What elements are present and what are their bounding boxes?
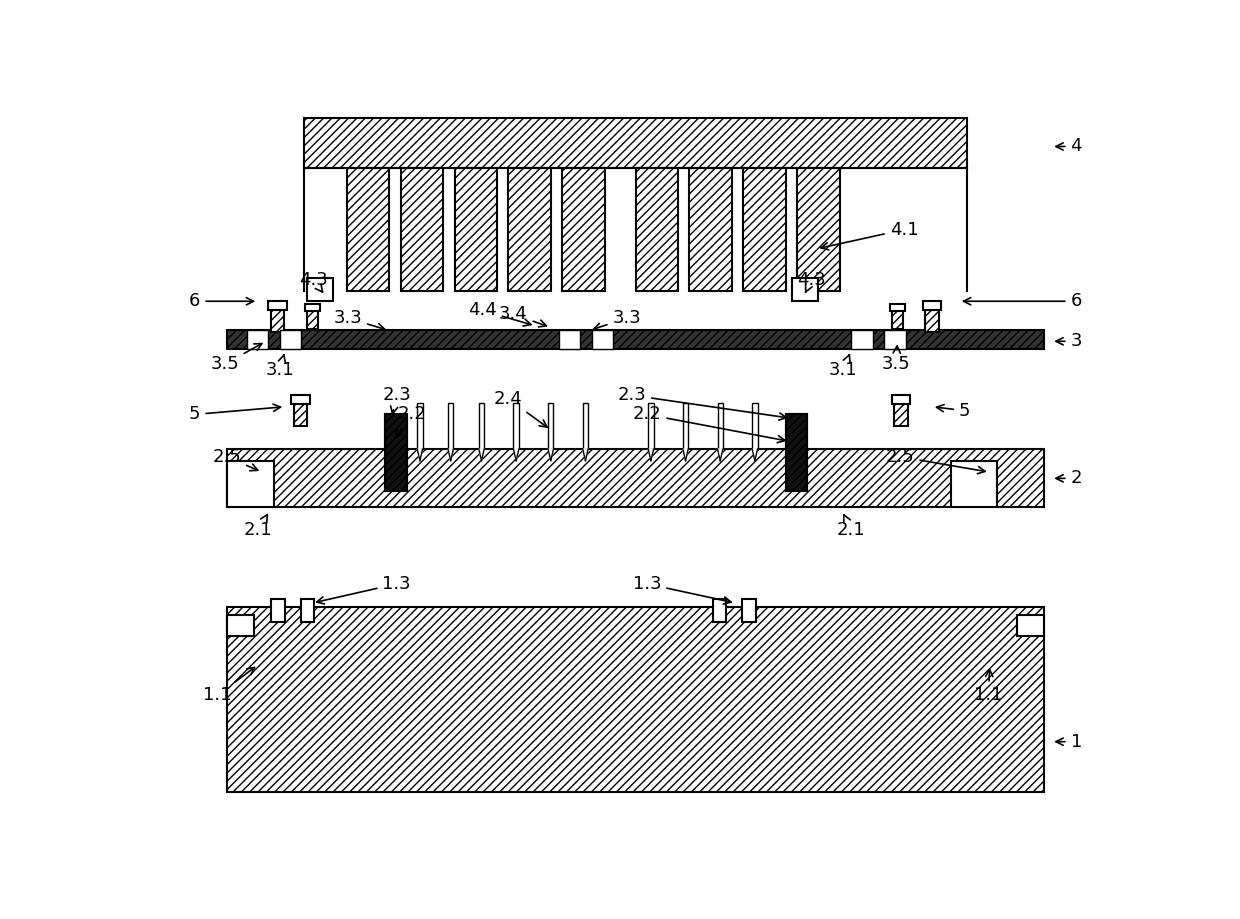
Text: 4.4: 4.4 bbox=[469, 301, 531, 326]
Bar bbox=[892, 312, 903, 329]
Text: 2.1: 2.1 bbox=[244, 515, 273, 539]
Text: 2.2: 2.2 bbox=[396, 405, 427, 437]
Bar bbox=[417, 403, 423, 449]
Bar bbox=[792, 278, 818, 301]
Text: 2.2: 2.2 bbox=[632, 405, 785, 443]
Text: 4: 4 bbox=[1056, 138, 1083, 155]
Bar bbox=[347, 168, 389, 291]
Polygon shape bbox=[548, 449, 553, 460]
Text: 3.1: 3.1 bbox=[265, 355, 294, 379]
Text: 3.3: 3.3 bbox=[594, 309, 641, 330]
Text: 5: 5 bbox=[936, 402, 971, 420]
Polygon shape bbox=[583, 449, 588, 460]
Bar bbox=[713, 599, 727, 622]
Bar bbox=[455, 168, 497, 291]
Bar bbox=[786, 414, 807, 492]
Bar bbox=[635, 168, 678, 291]
Bar bbox=[227, 607, 1044, 792]
Bar bbox=[890, 304, 905, 312]
Text: 2.1: 2.1 bbox=[837, 515, 866, 539]
Polygon shape bbox=[448, 449, 454, 460]
Bar bbox=[892, 395, 910, 403]
Bar bbox=[300, 599, 315, 622]
Bar bbox=[563, 168, 605, 291]
Polygon shape bbox=[753, 449, 758, 460]
Text: 2.3: 2.3 bbox=[382, 386, 412, 414]
Bar bbox=[925, 310, 939, 332]
Bar bbox=[270, 310, 284, 332]
Bar bbox=[786, 414, 807, 492]
Bar bbox=[683, 403, 688, 449]
Text: 4.1: 4.1 bbox=[821, 221, 919, 250]
Bar bbox=[508, 168, 551, 291]
Bar bbox=[227, 449, 1044, 507]
Bar bbox=[583, 403, 588, 449]
Text: 3: 3 bbox=[1056, 333, 1083, 350]
Polygon shape bbox=[513, 449, 518, 460]
Bar bbox=[386, 414, 407, 492]
Bar bbox=[479, 403, 484, 449]
Bar bbox=[718, 403, 723, 449]
Polygon shape bbox=[683, 449, 688, 460]
Bar bbox=[272, 599, 285, 622]
Bar bbox=[797, 168, 839, 291]
Bar bbox=[305, 304, 320, 312]
Bar bbox=[513, 403, 518, 449]
Polygon shape bbox=[417, 449, 423, 460]
Text: 2.4: 2.4 bbox=[494, 390, 547, 427]
Text: 3.1: 3.1 bbox=[830, 355, 858, 379]
Bar bbox=[448, 403, 454, 449]
Text: 2.3: 2.3 bbox=[618, 386, 786, 420]
Bar bbox=[742, 599, 755, 622]
Text: 6: 6 bbox=[963, 292, 1083, 311]
Bar bbox=[304, 118, 967, 168]
Text: 1: 1 bbox=[1056, 732, 1083, 751]
Text: 1.1: 1.1 bbox=[975, 669, 1003, 705]
Bar bbox=[923, 301, 941, 310]
Bar bbox=[306, 278, 332, 301]
Bar bbox=[591, 330, 613, 349]
Bar bbox=[689, 168, 732, 291]
Polygon shape bbox=[718, 449, 723, 460]
Text: 3.4: 3.4 bbox=[498, 305, 547, 327]
Text: 4.3: 4.3 bbox=[797, 271, 826, 292]
Bar bbox=[294, 403, 308, 426]
Bar bbox=[227, 460, 274, 507]
Bar bbox=[247, 330, 268, 349]
Bar bbox=[851, 330, 873, 349]
Text: 2.5: 2.5 bbox=[212, 448, 258, 471]
Bar bbox=[227, 330, 1044, 349]
Text: 1.3: 1.3 bbox=[316, 574, 412, 604]
Text: 4.3: 4.3 bbox=[299, 271, 327, 292]
Bar bbox=[649, 403, 653, 449]
Bar bbox=[884, 330, 905, 349]
Polygon shape bbox=[479, 449, 484, 460]
Text: 5: 5 bbox=[188, 404, 280, 424]
Bar bbox=[1017, 615, 1044, 636]
Bar bbox=[743, 168, 786, 291]
Bar bbox=[951, 460, 997, 507]
Bar bbox=[386, 414, 407, 492]
Text: 1.3: 1.3 bbox=[632, 574, 732, 604]
Bar bbox=[894, 403, 908, 426]
Text: 3.3: 3.3 bbox=[334, 309, 384, 331]
Text: 3.5: 3.5 bbox=[211, 344, 262, 373]
Bar bbox=[401, 168, 443, 291]
Bar bbox=[548, 403, 553, 449]
Text: 3.5: 3.5 bbox=[882, 346, 910, 373]
Bar bbox=[306, 312, 317, 329]
Bar bbox=[227, 615, 254, 636]
Text: 2: 2 bbox=[1056, 470, 1083, 487]
Text: 2.5: 2.5 bbox=[885, 448, 985, 473]
Text: 1.1: 1.1 bbox=[203, 667, 254, 705]
Bar bbox=[280, 330, 301, 349]
Bar bbox=[291, 395, 310, 403]
Bar bbox=[753, 403, 758, 449]
Text: 6: 6 bbox=[188, 292, 253, 311]
Polygon shape bbox=[649, 449, 653, 460]
Bar bbox=[558, 330, 580, 349]
Bar bbox=[268, 301, 286, 310]
